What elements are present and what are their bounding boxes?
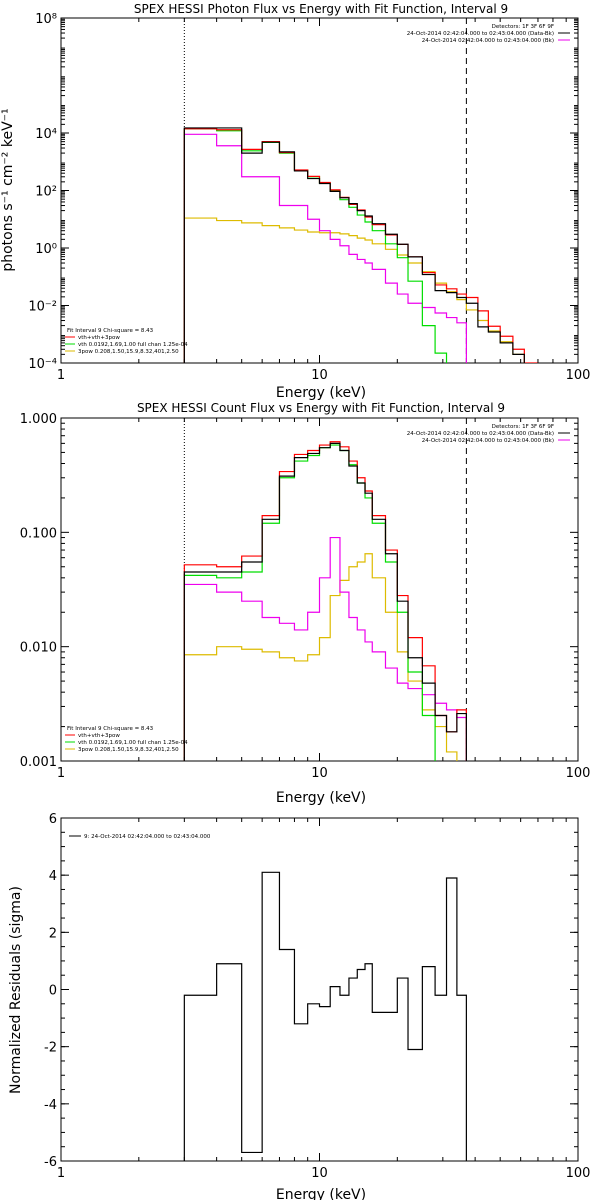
photon-flux-title: SPEX HESSI Photon Flux vs Energy with Fi… bbox=[134, 2, 508, 16]
fit-legend-entry: vth 0.0192,1.69,1.00 full chan 1.25e-04 bbox=[78, 342, 188, 348]
top-right-annotation: 24-Oct-2014 02:42:04.000 to 02:43:04.000… bbox=[407, 431, 554, 437]
y-tick-label: 0 bbox=[49, 984, 57, 999]
y-tick-label: 10² bbox=[35, 185, 57, 200]
y-tick-label: 4 bbox=[49, 869, 57, 884]
photon-flux-panel: SPEX HESSI Photon Flux vs Energy with Fi… bbox=[0, 2, 590, 401]
series-line-2 bbox=[183, 128, 448, 363]
residuals-plot-area bbox=[183, 871, 467, 1161]
fit-legend-entry: vth+vth+3pow bbox=[78, 733, 120, 739]
series-line-0 bbox=[183, 127, 525, 363]
count-flux-xlabel: Energy (keV) bbox=[276, 790, 366, 806]
count-flux-panel: SPEX HESSI Count Flux vs Energy with Fit… bbox=[20, 401, 591, 806]
y-tick-label: 2 bbox=[49, 926, 57, 941]
series-line-4 bbox=[183, 553, 458, 761]
photon-flux-ylabel: photons s⁻¹ cm⁻² keV⁻¹ bbox=[0, 108, 16, 271]
series-line-1 bbox=[183, 128, 539, 363]
y-tick-label: 10⁴ bbox=[35, 127, 57, 142]
top-right-annotation: 24-Oct-2014 02:42:04.000 to 02:43:04.000… bbox=[407, 31, 554, 37]
residuals-panel: 1 10 100 -6 -4 -2 0 2 4 6 Energy (keV) Normalized… bbox=[8, 812, 590, 1200]
fit-legend-entry: Fit Interval 9 Chi-square = 8.43 bbox=[67, 328, 154, 334]
series-line-4 bbox=[183, 217, 525, 363]
y-tick-label: 10⁻⁴ bbox=[28, 357, 57, 372]
y-tick-label: -6 bbox=[44, 1155, 57, 1170]
photon-flux-plot-area bbox=[183, 18, 539, 363]
fit-legend-entry: 3pow 0.208,1.50,15.9,8.32,401,2.50 bbox=[78, 349, 179, 355]
count-flux-ticks: 1 10 100 0.001 0.010 0.100 1.000 bbox=[20, 412, 591, 781]
fit-legend-entry: vth 0.0192,1.69,1.00 full chan 1.25e-04 bbox=[78, 740, 188, 746]
series-line-0 bbox=[183, 442, 467, 761]
photon-flux-xlabel: Energy (keV) bbox=[276, 385, 366, 401]
y-tick-label: 10⁰ bbox=[35, 242, 57, 257]
y-tick-label: -4 bbox=[44, 1098, 57, 1113]
photon-flux-axes-frame bbox=[60, 17, 579, 364]
photon-flux-ticks: 1 10 100 10⁻⁴ 10⁻² 10⁰ 10² 10⁴ 10⁸ bbox=[28, 12, 590, 383]
top-right-annotation: Detectors: 1F 3F 6F 9F bbox=[492, 424, 554, 430]
count-flux-plot-area bbox=[183, 418, 467, 761]
x-tick-label: 10 bbox=[311, 368, 328, 383]
residuals-ticks: 1 10 100 -6 -4 -2 0 2 4 6 bbox=[44, 812, 590, 1181]
x-tick-label: 100 bbox=[566, 368, 591, 383]
series-line-1 bbox=[183, 441, 467, 761]
y-tick-label: 0.001 bbox=[20, 755, 57, 770]
y-tick-label: 10⁻² bbox=[28, 300, 57, 315]
residuals-ylabel: Normalized Residuals (sigma) bbox=[8, 886, 24, 1094]
x-tick-label: 1 bbox=[57, 766, 65, 781]
x-tick-label: 1 bbox=[57, 1166, 65, 1181]
y-tick-label: 0.010 bbox=[20, 641, 57, 656]
series-line-3 bbox=[183, 536, 467, 761]
y-tick-label: 6 bbox=[49, 812, 57, 827]
x-tick-label: 100 bbox=[566, 766, 591, 781]
top-right-annotation: 24-Oct-2014 02:42:04.000 to 02:43:04.000… bbox=[422, 38, 554, 44]
y-tick-label: 0.100 bbox=[20, 526, 57, 541]
x-tick-label: 100 bbox=[566, 1166, 591, 1181]
fit-legend-entry: vth+vth+3pow bbox=[78, 335, 120, 341]
residuals-xlabel: Energy (keV) bbox=[276, 1187, 366, 1200]
series-line-2 bbox=[183, 444, 436, 761]
x-tick-label: 10 bbox=[311, 766, 328, 781]
y-tick-label: 1.000 bbox=[20, 412, 57, 427]
count-flux-title: SPEX HESSI Count Flux vs Energy with Fit… bbox=[137, 401, 505, 415]
top-right-annotation: Detectors: 1F 3F 6F 9F bbox=[492, 24, 554, 30]
series-line-3 bbox=[183, 133, 467, 363]
x-tick-label: 1 bbox=[57, 368, 65, 383]
series-line-0 bbox=[183, 871, 467, 1161]
fit-legend-entry: 3pow 0.208,1.50,15.9,8.32,401,2.50 bbox=[78, 747, 179, 753]
x-tick-label: 10 bbox=[311, 1166, 328, 1181]
y-tick-label: 10⁸ bbox=[35, 12, 57, 27]
y-tick-label: -2 bbox=[44, 1041, 57, 1056]
fit-legend-entry: Fit Interval 9 Chi-square = 8.43 bbox=[67, 726, 154, 732]
top-right-annotation: 24-Oct-2014 02:42:04.000 to 02:43:04.000… bbox=[422, 438, 554, 444]
residuals-axes-frame bbox=[60, 817, 579, 1162]
residuals-annotations: 9: 24-Oct-2014 02:42:04.000 to 02:43:04.… bbox=[69, 834, 211, 840]
residual-legend-entry: 9: 24-Oct-2014 02:42:04.000 to 02:43:04.… bbox=[84, 834, 211, 840]
